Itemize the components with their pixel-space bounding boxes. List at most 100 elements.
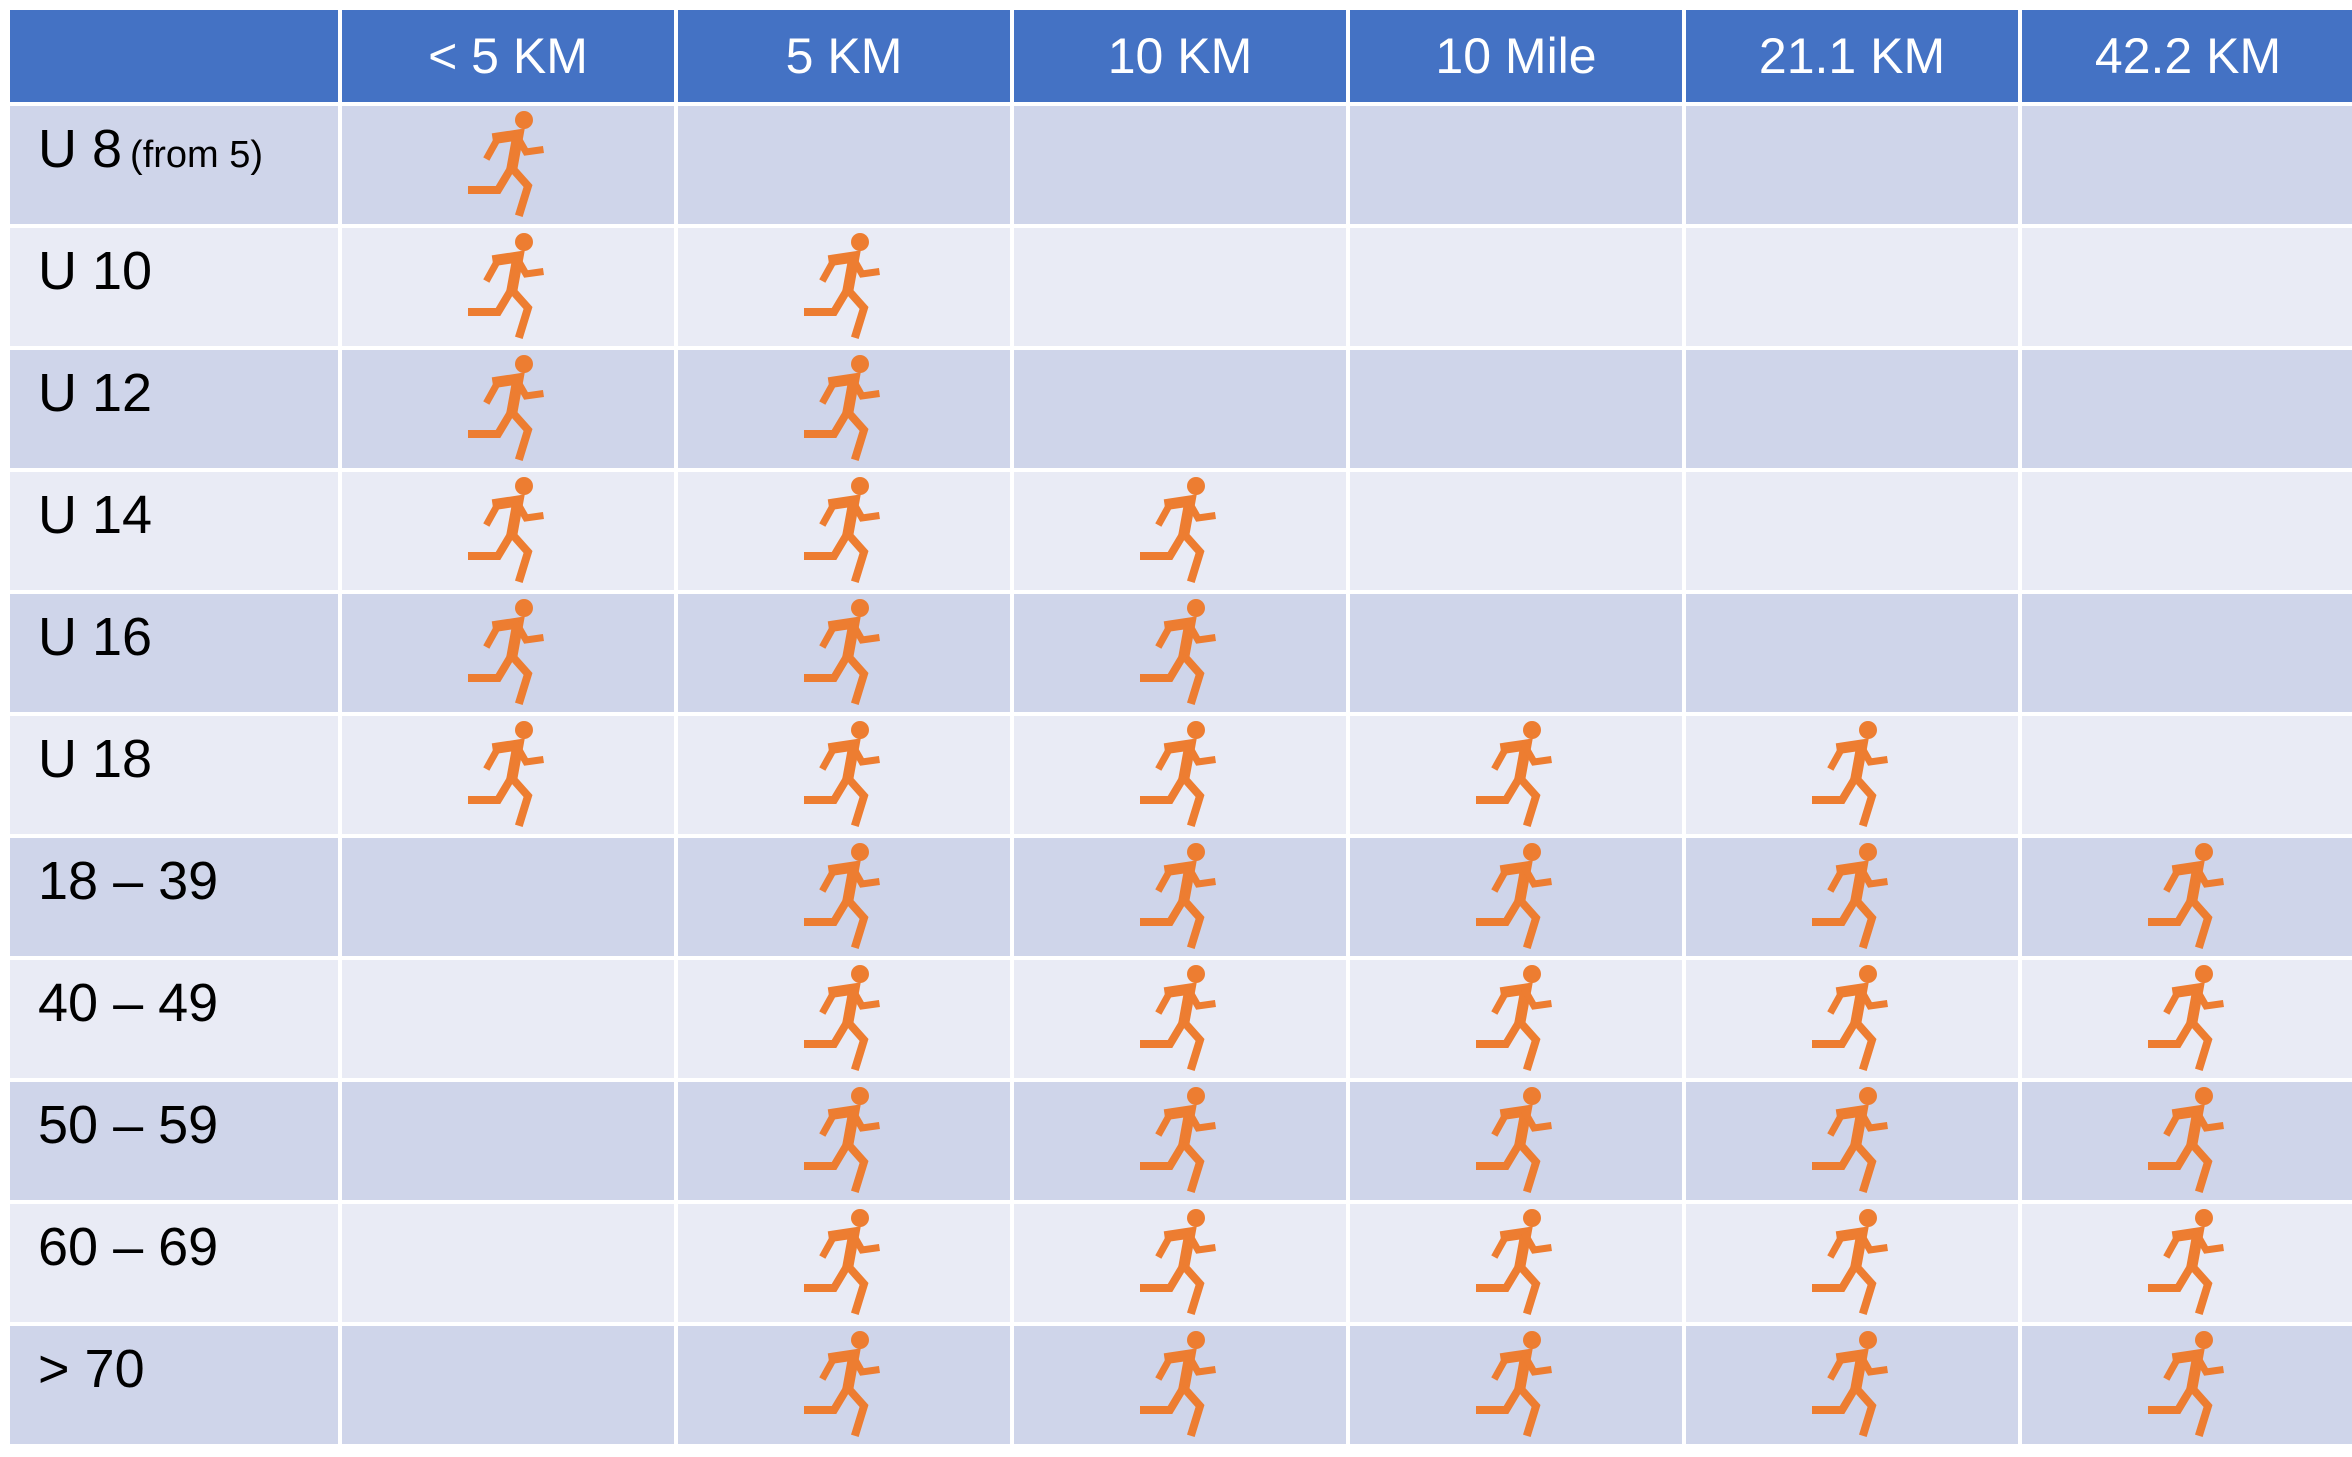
running-person-icon [458, 474, 558, 584]
eligibility-cell [1686, 594, 2018, 712]
eligibility-cell [678, 960, 1010, 1078]
column-header-under-5km: < 5 KM [342, 10, 674, 102]
age-group-label: 50 – 59 [38, 1095, 219, 1155]
running-person-icon [458, 596, 558, 706]
column-header-10km: 10 KM [1014, 10, 1346, 102]
running-person-icon [1802, 840, 1902, 950]
eligibility-cell [1350, 716, 1682, 834]
eligibility-cell [342, 1204, 674, 1322]
age-group-note: (from 5) [130, 134, 264, 176]
eligibility-cell [1686, 1082, 2018, 1200]
eligibility-cell [1350, 594, 1682, 712]
eligibility-cell [1686, 960, 2018, 1078]
age-group-cell: U 12 [10, 350, 338, 468]
eligibility-cell [678, 716, 1010, 834]
table-row: 40 – 49 [10, 960, 2352, 1078]
age-group-label: U 10 [38, 241, 153, 301]
age-group-cell: U 14 [10, 472, 338, 590]
running-person-icon [794, 352, 894, 462]
table-row: U 8 (from 5) [10, 106, 2352, 224]
age-group-cell: U 10 [10, 228, 338, 346]
table-row: U 18 [10, 716, 2352, 834]
eligibility-cell [1014, 838, 1346, 956]
age-group-label: U 14 [38, 485, 153, 545]
running-person-icon [794, 962, 894, 1072]
running-person-icon [1130, 474, 1230, 584]
column-header-42-2km: 42.2 KM [2022, 10, 2352, 102]
eligibility-cell [1350, 1082, 1682, 1200]
running-person-icon [1466, 840, 1566, 950]
running-person-icon [1466, 1328, 1566, 1438]
eligibility-cell [1350, 472, 1682, 590]
eligibility-cell [1686, 106, 2018, 224]
running-person-icon [458, 352, 558, 462]
eligibility-cell [1014, 960, 1346, 1078]
eligibility-cell [342, 716, 674, 834]
eligibility-cell [678, 1326, 1010, 1444]
eligibility-cell [2022, 472, 2352, 590]
eligibility-cell [1014, 228, 1346, 346]
age-group-label-wrap: > 70 [10, 1326, 338, 1400]
running-person-icon [1130, 596, 1230, 706]
age-group-label-wrap: U 14 [10, 472, 338, 546]
running-person-icon [794, 474, 894, 584]
eligibility-cell [1686, 1204, 2018, 1322]
eligibility-cell [2022, 228, 2352, 346]
age-group-cell: U 8 (from 5) [10, 106, 338, 224]
eligibility-cell [1350, 228, 1682, 346]
running-person-icon [1466, 962, 1566, 1072]
eligibility-cell [678, 1082, 1010, 1200]
eligibility-cell [342, 228, 674, 346]
age-group-label-wrap: U 8 (from 5) [10, 106, 338, 186]
running-person-icon [1466, 1084, 1566, 1194]
running-person-icon [2138, 1084, 2238, 1194]
table-row: > 70 [10, 1326, 2352, 1444]
eligibility-cell [2022, 716, 2352, 834]
running-person-icon [794, 840, 894, 950]
running-person-icon [1802, 718, 1902, 828]
table-row: 18 – 39 [10, 838, 2352, 956]
running-person-icon [1130, 962, 1230, 1072]
age-group-label-wrap: 60 – 69 [10, 1204, 338, 1278]
running-person-icon [1130, 718, 1230, 828]
running-person-icon [1802, 1206, 1902, 1316]
running-person-icon [1130, 1084, 1230, 1194]
table-row: 50 – 59 [10, 1082, 2352, 1200]
eligibility-cell [342, 1326, 674, 1444]
eligibility-cell [1686, 472, 2018, 590]
eligibility-cell [1350, 960, 1682, 1078]
age-group-cell: 60 – 69 [10, 1204, 338, 1322]
running-person-icon [1802, 1328, 1902, 1438]
table-row: 60 – 69 [10, 1204, 2352, 1322]
age-group-label-wrap: U 16 [10, 594, 338, 668]
eligibility-cell [1014, 350, 1346, 468]
column-header-5km: 5 KM [678, 10, 1010, 102]
eligibility-cell [342, 960, 674, 1078]
age-group-cell: 18 – 39 [10, 838, 338, 956]
column-header-corner [10, 10, 338, 102]
age-group-label-wrap: 40 – 49 [10, 960, 338, 1034]
eligibility-cell [342, 472, 674, 590]
age-group-cell: U 18 [10, 716, 338, 834]
eligibility-cell [1350, 1204, 1682, 1322]
eligibility-cell [2022, 594, 2352, 712]
age-group-label-wrap: U 10 [10, 228, 338, 302]
eligibility-cell [678, 1204, 1010, 1322]
running-person-icon [458, 108, 558, 218]
running-person-icon [1130, 1328, 1230, 1438]
age-group-cell: > 70 [10, 1326, 338, 1444]
table-body: U 8 (from 5) U 10 U 12 U 14 U 16 U 18 18 – 39 40… [10, 106, 2352, 1444]
eligibility-cell [678, 350, 1010, 468]
age-group-label-wrap: U 18 [10, 716, 338, 790]
eligibility-cell [2022, 838, 2352, 956]
age-group-label: 18 – 39 [38, 851, 219, 911]
eligibility-cell [342, 594, 674, 712]
eligibility-cell [1350, 1326, 1682, 1444]
running-person-icon [794, 718, 894, 828]
age-group-label: > 70 [38, 1339, 145, 1399]
age-group-cell: U 16 [10, 594, 338, 712]
eligibility-cell [342, 106, 674, 224]
eligibility-cell [1350, 838, 1682, 956]
table-row: U 16 [10, 594, 2352, 712]
running-person-icon [794, 596, 894, 706]
